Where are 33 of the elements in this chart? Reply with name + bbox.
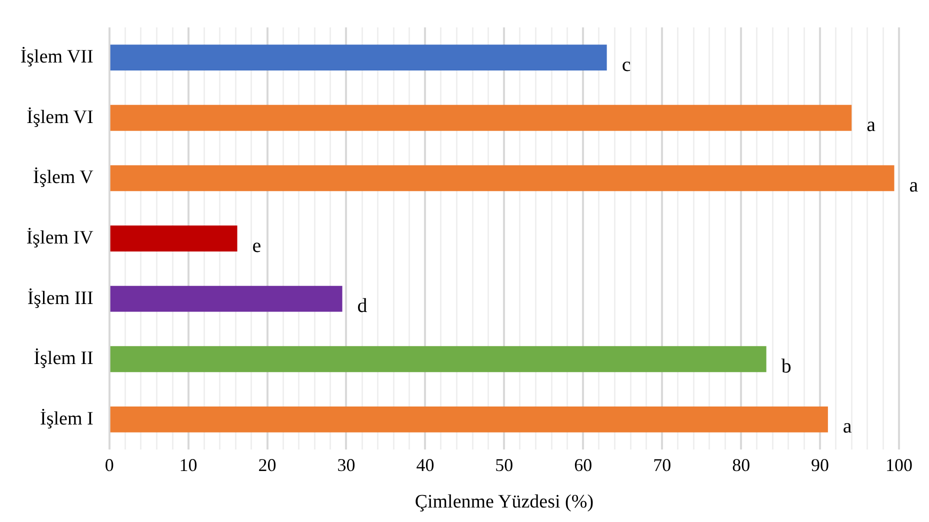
- x-tick-label: 10: [179, 455, 198, 476]
- x-tick-label: 100: [886, 455, 912, 476]
- data-label: b: [781, 355, 792, 378]
- y-tick-label: İşlem VII: [20, 46, 94, 68]
- y-tick-label: İşlem II: [34, 348, 94, 370]
- x-tick-label: 20: [258, 455, 276, 476]
- x-tick-label: 0: [104, 455, 114, 476]
- x-tick-label: 60: [574, 455, 592, 476]
- bar: [110, 346, 766, 372]
- data-label: d: [357, 295, 368, 318]
- bar: [110, 44, 607, 71]
- x-tick-label: 80: [732, 455, 750, 476]
- bar: [110, 226, 238, 252]
- x-tick-label: 90: [811, 455, 830, 476]
- bar: [110, 165, 894, 192]
- bar: [110, 104, 852, 131]
- y-tick-label: İşlem IV: [26, 227, 94, 248]
- x-axis-title: Çimlenme Yüzdesi (%): [414, 492, 594, 513]
- y-tick-label: İşlem V: [32, 167, 94, 188]
- bar: [110, 286, 342, 312]
- data-label: a: [842, 416, 852, 438]
- x-tick-label: 70: [653, 455, 672, 476]
- y-tick-label: İşlem III: [27, 288, 94, 309]
- y-tick-label: İşlem VI: [26, 106, 94, 128]
- x-tick-label: 30: [337, 455, 356, 476]
- data-label: a: [866, 114, 876, 136]
- x-tick-label: 50: [495, 455, 514, 476]
- data-label: e: [252, 234, 262, 257]
- y-tick-label: İşlem I: [40, 408, 94, 430]
- data-label: a: [909, 174, 918, 196]
- bar: [110, 406, 828, 432]
- x-tick-label: 40: [416, 455, 434, 476]
- data-label: c: [622, 54, 631, 76]
